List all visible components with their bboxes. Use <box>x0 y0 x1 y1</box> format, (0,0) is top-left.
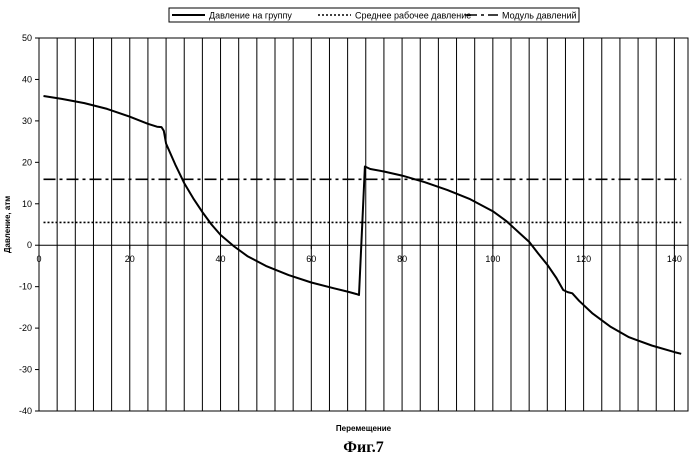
x-tick-label: 40 <box>216 254 226 264</box>
y-tick-label: -10 <box>19 282 32 292</box>
y-tick-label: -30 <box>19 365 32 375</box>
y-tick-label: 30 <box>22 116 32 126</box>
legend-label: Модуль давлений <box>502 11 577 21</box>
x-axis: 0 20 40 60 80 100 120 140 <box>36 245 681 264</box>
y-tick-label: 20 <box>22 157 32 167</box>
y-tick-label: 40 <box>22 74 32 84</box>
y-tick-label: 50 <box>22 33 32 43</box>
x-tick-label: 0 <box>36 254 41 264</box>
plot-area <box>39 38 688 411</box>
y-tick-label: -40 <box>19 406 32 416</box>
series-layer <box>44 96 682 354</box>
y-tick-label: -20 <box>19 323 32 333</box>
y-axis: -40 -30 -20 -10 0 10 20 30 40 50 <box>19 33 39 416</box>
grid <box>57 38 674 411</box>
figure-caption: Фиг.7 <box>343 439 383 456</box>
y-tick-label: 10 <box>22 199 32 209</box>
legend-label: Давление на группу <box>209 11 292 21</box>
x-axis-title: Перемещение <box>336 424 392 433</box>
y-tick-label: 0 <box>27 240 32 250</box>
y-axis-title: Давление, атм <box>3 196 12 253</box>
legend-label: Среднее рабочее давление <box>355 11 471 21</box>
legend: Давление на группу Среднее рабочее давлен… <box>169 8 579 22</box>
x-tick-label: 80 <box>397 254 407 264</box>
x-tick-label: 100 <box>485 254 500 264</box>
x-tick-label: 20 <box>125 254 135 264</box>
x-tick-label: 140 <box>667 254 682 264</box>
x-tick-label: 60 <box>306 254 316 264</box>
series-line-solid <box>44 96 682 354</box>
x-tick-label: 120 <box>576 254 591 264</box>
